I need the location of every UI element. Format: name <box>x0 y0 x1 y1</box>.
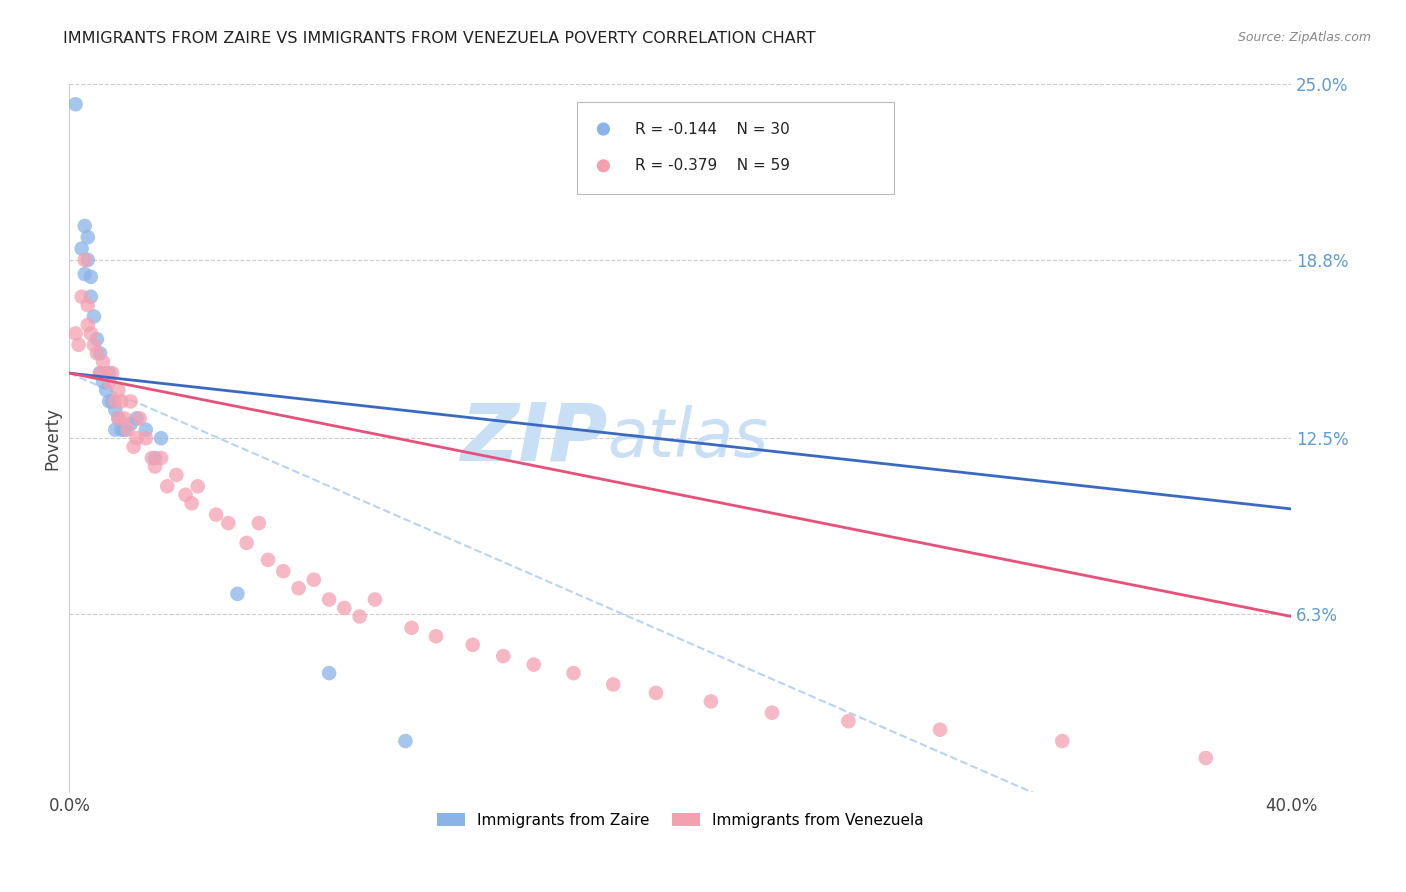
Point <box>492 649 515 664</box>
Point <box>156 479 179 493</box>
Point <box>135 423 157 437</box>
Point <box>67 338 90 352</box>
Point <box>150 431 173 445</box>
Point <box>89 366 111 380</box>
Point <box>302 573 325 587</box>
Point <box>101 366 124 380</box>
Point <box>700 694 723 708</box>
Point <box>247 516 270 530</box>
Point <box>187 479 209 493</box>
Point <box>65 97 87 112</box>
Point <box>70 242 93 256</box>
Point <box>104 403 127 417</box>
Point <box>80 290 103 304</box>
Point <box>70 290 93 304</box>
Point <box>205 508 228 522</box>
Point <box>76 230 98 244</box>
Point <box>364 592 387 607</box>
Point <box>150 450 173 465</box>
Point <box>135 431 157 445</box>
Point <box>143 459 166 474</box>
Point <box>425 629 447 643</box>
Y-axis label: Poverty: Poverty <box>44 407 60 470</box>
Point <box>73 252 96 267</box>
Point <box>89 346 111 360</box>
Point <box>461 638 484 652</box>
Point <box>235 536 257 550</box>
Point <box>91 355 114 369</box>
Point <box>91 375 114 389</box>
Point <box>83 338 105 352</box>
Point <box>562 666 585 681</box>
Point <box>76 252 98 267</box>
Point <box>128 411 150 425</box>
Legend: Immigrants from Zaire, Immigrants from Venezuela: Immigrants from Zaire, Immigrants from V… <box>432 806 929 834</box>
Point <box>101 394 124 409</box>
Point <box>107 383 129 397</box>
Point <box>180 496 202 510</box>
Point <box>80 326 103 341</box>
Point <box>83 310 105 324</box>
Point <box>929 723 952 737</box>
Point <box>837 714 859 729</box>
Point <box>217 516 239 530</box>
Point <box>1195 751 1218 765</box>
Point <box>257 553 280 567</box>
FancyBboxPatch shape <box>576 102 894 194</box>
Point <box>114 411 136 425</box>
Text: atlas: atlas <box>607 405 768 471</box>
Point <box>394 734 416 748</box>
Point <box>122 440 145 454</box>
Point <box>165 468 187 483</box>
Point <box>80 269 103 284</box>
Point <box>1050 734 1073 748</box>
Point <box>287 581 309 595</box>
Point <box>761 706 783 720</box>
Point <box>318 592 340 607</box>
Point <box>110 423 132 437</box>
Point <box>401 621 423 635</box>
Point <box>226 587 249 601</box>
Point <box>141 450 163 465</box>
Point <box>110 394 132 409</box>
Point <box>86 332 108 346</box>
Point <box>602 677 624 691</box>
Point <box>125 431 148 445</box>
Text: ZIP: ZIP <box>460 400 607 477</box>
Text: R = -0.379    N = 59: R = -0.379 N = 59 <box>636 158 790 173</box>
Point <box>120 394 142 409</box>
Text: R = -0.144    N = 30: R = -0.144 N = 30 <box>636 121 790 136</box>
Point <box>86 346 108 360</box>
Point <box>174 488 197 502</box>
Text: IMMIGRANTS FROM ZAIRE VS IMMIGRANTS FROM VENEZUELA POVERTY CORRELATION CHART: IMMIGRANTS FROM ZAIRE VS IMMIGRANTS FROM… <box>63 31 815 46</box>
Point <box>645 686 668 700</box>
Point <box>65 326 87 341</box>
Point <box>98 366 121 380</box>
Point <box>349 609 371 624</box>
Point <box>143 450 166 465</box>
Point <box>107 411 129 425</box>
Point <box>318 666 340 681</box>
Point <box>104 394 127 409</box>
Point <box>125 411 148 425</box>
Point <box>73 267 96 281</box>
Point <box>271 564 294 578</box>
Point <box>98 394 121 409</box>
Point <box>98 375 121 389</box>
Point <box>76 318 98 332</box>
Point <box>76 298 98 312</box>
Point <box>73 219 96 233</box>
Text: Source: ZipAtlas.com: Source: ZipAtlas.com <box>1237 31 1371 45</box>
Point <box>107 411 129 425</box>
Point <box>114 423 136 437</box>
Point <box>120 417 142 431</box>
Point <box>523 657 546 672</box>
Point <box>117 423 139 437</box>
Point <box>94 366 117 380</box>
Point <box>94 383 117 397</box>
Point <box>104 423 127 437</box>
Point <box>333 601 356 615</box>
Point <box>89 366 111 380</box>
